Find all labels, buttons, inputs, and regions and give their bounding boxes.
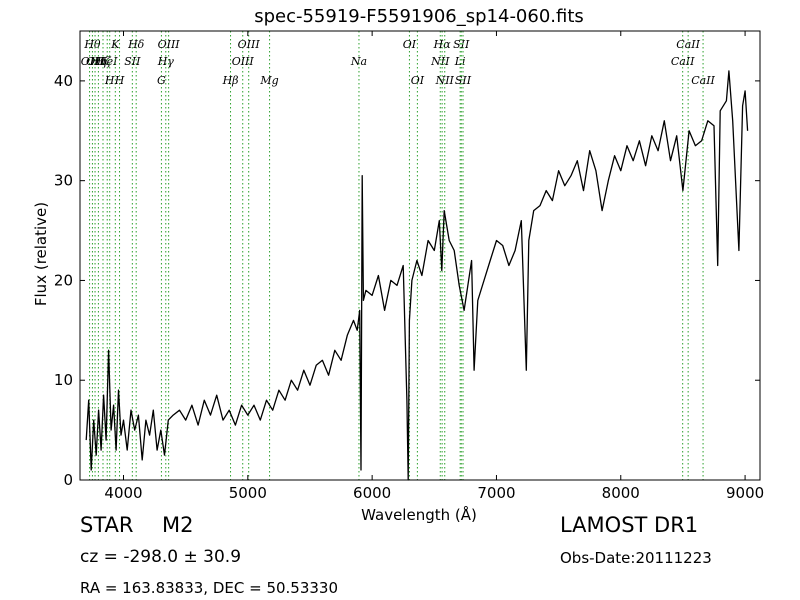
object-subclass: M2	[162, 513, 194, 537]
line-marker-label-14: Hβ	[222, 74, 239, 87]
x-tick-label-5: 9000	[726, 484, 764, 502]
line-marker-label-26: SII	[455, 74, 472, 87]
x-tick-label-0: 4000	[104, 484, 142, 502]
line-marker-label-17: Mg	[259, 74, 278, 87]
line-marker-label-29: CaII	[691, 74, 715, 87]
redshift-cz: cz = -298.0 ± 30.9	[80, 547, 242, 567]
line-marker-label-21: NII	[430, 55, 450, 68]
line-marker-label-5: HeI	[96, 55, 118, 68]
chart-title: spec-55919-F5591906_sp14-060.fits	[254, 6, 584, 27]
y-tick-label-1: 10	[54, 371, 73, 389]
line-marker-label-19: OI	[403, 38, 417, 51]
line-marker-label-28: CaII	[676, 38, 700, 51]
y-tick-label-0: 0	[63, 471, 73, 489]
line-marker-label-9: SII	[124, 55, 141, 68]
observation-date: Obs-Date:20111223	[560, 549, 712, 567]
survey-name: LAMOST DR1	[560, 513, 699, 537]
line-marker-label-22: Hα	[433, 38, 452, 51]
line-marker-label-20: OI	[411, 74, 425, 87]
x-tick-label-4: 8000	[602, 484, 640, 502]
line-marker-label-11: G	[157, 74, 166, 87]
object-class: STAR	[80, 513, 134, 537]
line-marker-label-0: OII	[81, 55, 99, 68]
line-marker-label-25: SII	[453, 38, 470, 51]
line-marker-label-16: OIII	[238, 38, 261, 51]
line-marker-label-18: Na	[350, 55, 367, 68]
line-marker-label-27: CaII	[671, 55, 695, 68]
spectrum-line	[85, 70, 749, 481]
line-marker-label-7: K	[110, 38, 120, 51]
line-marker-label-13: OIII	[158, 38, 181, 51]
plot-frame	[79, 30, 761, 481]
line-marker-label-1: Hθ	[83, 38, 101, 51]
ra-dec-coordinates: RA = 163.83833, DEC = 50.53330	[80, 579, 339, 597]
x-tick-label-2: 6000	[353, 484, 391, 502]
y-tick-label-2: 20	[54, 271, 73, 289]
line-marker-label-24: Li	[454, 55, 466, 68]
x-axis-label: Wavelength (Å)	[361, 505, 477, 524]
y-axis-label: Flux (relative)	[32, 202, 50, 306]
line-marker-label-2: OII	[86, 55, 104, 68]
line-marker-label-15: OIII	[232, 55, 255, 68]
line-marker-label-10: Hδ	[127, 38, 145, 51]
line-marker-label-8: H	[114, 74, 125, 87]
line-marker-label-12: Hγ	[157, 55, 175, 68]
line-marker-label-3: Hη	[89, 55, 107, 68]
line-marker-label-4: Hζ	[94, 55, 112, 68]
line-marker-label-23: NII	[435, 74, 455, 87]
line-marker-label-6: H	[104, 74, 115, 87]
x-tick-label-1: 5000	[229, 484, 267, 502]
y-tick-label-3: 30	[54, 172, 73, 190]
y-tick-label-4: 40	[54, 72, 73, 90]
x-tick-label-3: 7000	[477, 484, 515, 502]
